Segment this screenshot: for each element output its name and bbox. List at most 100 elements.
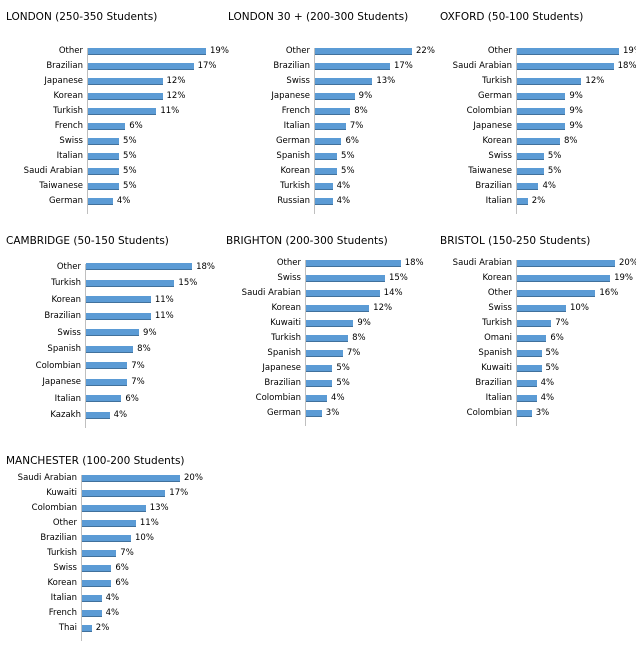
bar <box>86 280 174 287</box>
value-label: 4% <box>106 608 120 618</box>
bar <box>86 329 139 336</box>
category-label: Spanish <box>226 348 301 358</box>
bar <box>517 183 538 190</box>
value-label: 6% <box>129 121 143 131</box>
category-label: Turkish <box>6 278 81 288</box>
category-label: Brazilian <box>6 311 81 321</box>
bar-row: Brazilian 10% <box>6 533 209 543</box>
value-label: 4% <box>117 196 131 206</box>
bar-row: Colombian 9% <box>440 106 636 116</box>
bar <box>86 362 127 369</box>
bar <box>306 365 332 372</box>
value-label: 13% <box>376 76 395 86</box>
bar-row: Italian 4% <box>440 393 636 403</box>
value-label: 9% <box>569 121 583 131</box>
bar <box>306 335 348 342</box>
value-label: 2% <box>532 196 546 206</box>
category-label: German <box>226 408 301 418</box>
category-label: Turkish <box>6 106 83 116</box>
category-label: Saudi Arabian <box>226 288 301 298</box>
chart-title: BRISTOL (150-250 Students) <box>440 235 590 247</box>
bar <box>517 365 542 372</box>
value-label: 12% <box>373 303 392 313</box>
category-label: Italian <box>440 196 512 206</box>
value-label: 19% <box>614 273 633 283</box>
bar <box>88 153 119 160</box>
bar <box>306 290 380 297</box>
bar-row: Brazilian 5% <box>226 378 435 388</box>
value-label: 12% <box>585 76 604 86</box>
value-label: 8% <box>354 106 368 116</box>
category-label: Other <box>440 46 512 56</box>
category-label: Other <box>228 46 310 56</box>
bar <box>82 490 165 497</box>
bar-row: Brazilian 4% <box>440 181 636 191</box>
category-label: Colombian <box>226 393 301 403</box>
bar-row: Taiwanese 5% <box>6 181 235 191</box>
value-label: 4% <box>542 181 556 191</box>
category-label: Swiss <box>226 273 301 283</box>
bar <box>315 168 337 175</box>
bar <box>86 346 133 353</box>
chart-oxford: OXFORD (50-100 Students) Other19%Saudi A… <box>440 11 636 206</box>
category-label: Brazilian <box>6 61 83 71</box>
bar-row: Turkish 11% <box>6 106 235 116</box>
category-label: Korean <box>226 303 301 313</box>
category-label: German <box>6 196 83 206</box>
category-label: Korean <box>6 295 81 305</box>
bar-row: German 3% <box>226 408 435 418</box>
bar <box>517 350 542 357</box>
value-label: 5% <box>123 181 137 191</box>
bar-row: Turkish 7% <box>6 548 209 558</box>
bar <box>517 305 566 312</box>
value-label: 5% <box>548 166 562 176</box>
value-label: 7% <box>347 348 361 358</box>
bar <box>306 395 327 402</box>
bar <box>86 379 127 386</box>
category-label: Swiss <box>6 563 77 573</box>
bar-row: Turkish 7% <box>440 318 636 328</box>
value-label: 11% <box>140 518 159 528</box>
value-label: 4% <box>331 393 345 403</box>
bar-row: Korean 5% <box>228 166 441 176</box>
bar-row: Thai 2% <box>6 623 209 633</box>
chart-title: CAMBRIDGE (50-150 Students) <box>6 235 169 247</box>
bar-row: Swiss 10% <box>440 303 636 313</box>
bar-row: Swiss 9% <box>6 328 227 338</box>
category-label: Swiss <box>440 303 512 313</box>
bar <box>517 93 565 100</box>
category-label: Brazilian <box>440 181 512 191</box>
bar <box>82 475 180 482</box>
chart-title: LONDON (250-350 Students) <box>6 11 157 23</box>
value-label: 5% <box>123 136 137 146</box>
bar <box>82 580 111 587</box>
value-label: 7% <box>131 377 145 387</box>
bar <box>517 380 537 387</box>
bar <box>315 63 390 70</box>
bar-row: Japanese 7% <box>6 377 227 387</box>
value-label: 6% <box>125 394 139 404</box>
category-label: Omani <box>440 333 512 343</box>
bar-row: German 4% <box>6 196 235 206</box>
category-label: Italian <box>6 151 83 161</box>
bar-row: Saudi Arabian 18% <box>440 61 636 71</box>
bar-row: Korean 8% <box>440 136 636 146</box>
value-label: 6% <box>550 333 564 343</box>
category-label: German <box>228 136 310 146</box>
chart-title: MANCHESTER (100-200 Students) <box>6 455 185 467</box>
category-label: Brazilian <box>228 61 310 71</box>
category-label: Saudi Arabian <box>440 258 512 268</box>
bar <box>517 63 614 70</box>
bar-row: Saudi Arabian 20% <box>440 258 636 268</box>
value-label: 9% <box>569 91 583 101</box>
bar <box>86 395 121 402</box>
chart-title: OXFORD (50-100 Students) <box>440 11 583 23</box>
bar <box>315 138 341 145</box>
category-label: Kazakh <box>6 410 81 420</box>
bar-row: Other 18% <box>226 258 435 268</box>
category-label: Turkish <box>440 76 512 86</box>
category-label: Turkish <box>228 181 310 191</box>
value-label: 4% <box>541 378 555 388</box>
chart-title: BRIGHTON (200-300 Students) <box>226 235 388 247</box>
bar-row: Other 11% <box>6 518 209 528</box>
